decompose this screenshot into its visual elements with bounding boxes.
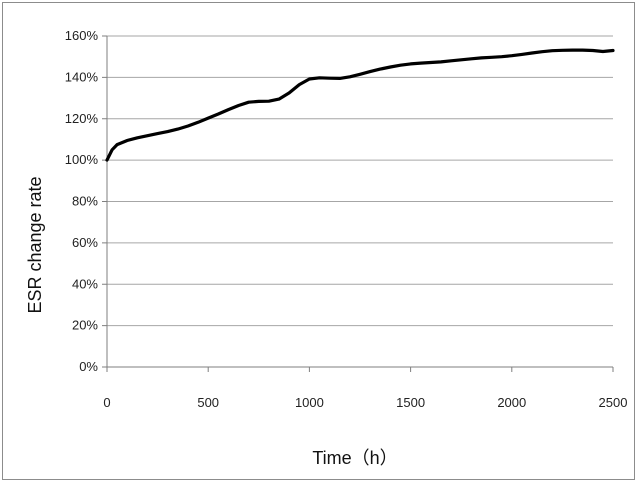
axes xyxy=(102,35,614,372)
y-tick-label: 40% xyxy=(72,276,98,291)
y-tick-label: 0% xyxy=(79,359,98,374)
y-axis-title: ESR change rate xyxy=(25,176,45,313)
y-tick-label: 60% xyxy=(72,235,98,250)
x-axis-title: Time（h） xyxy=(312,448,397,468)
series-line-esr xyxy=(105,48,615,162)
x-tick-label: 0 xyxy=(103,395,110,410)
y-tick-label: 100% xyxy=(65,152,99,167)
y-tick-label: 160% xyxy=(65,28,99,43)
gridlines xyxy=(107,35,613,327)
y-tick-label: 20% xyxy=(72,318,98,333)
x-tick-label: 1000 xyxy=(295,395,324,410)
x-tick-label: 2000 xyxy=(497,395,526,410)
x-tick-label: 2500 xyxy=(599,395,628,410)
y-tick-label: 140% xyxy=(65,69,99,84)
series xyxy=(105,48,615,162)
y-tick-label: 80% xyxy=(72,194,98,209)
x-tick-label: 1500 xyxy=(396,395,425,410)
y-tick-labels: 0% 20% 40% 60% 80% 100% 120% 140% 160% xyxy=(65,28,99,374)
x-tick-labels: 0 500 1000 1500 2000 2500 xyxy=(103,395,627,410)
x-tick-label: 500 xyxy=(197,395,219,410)
y-tick-label: 120% xyxy=(65,111,99,126)
